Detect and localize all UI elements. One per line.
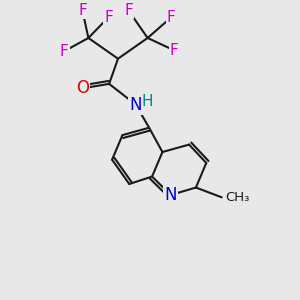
Text: H: H bbox=[141, 94, 153, 109]
Text: O: O bbox=[76, 79, 89, 97]
Text: F: F bbox=[60, 44, 68, 59]
Text: F: F bbox=[104, 10, 113, 25]
Text: F: F bbox=[170, 43, 179, 58]
Text: F: F bbox=[124, 3, 133, 18]
Text: F: F bbox=[167, 10, 176, 25]
Text: N: N bbox=[164, 186, 177, 204]
Text: F: F bbox=[78, 3, 87, 18]
Text: CH₃: CH₃ bbox=[225, 191, 250, 204]
Text: N: N bbox=[130, 96, 142, 114]
